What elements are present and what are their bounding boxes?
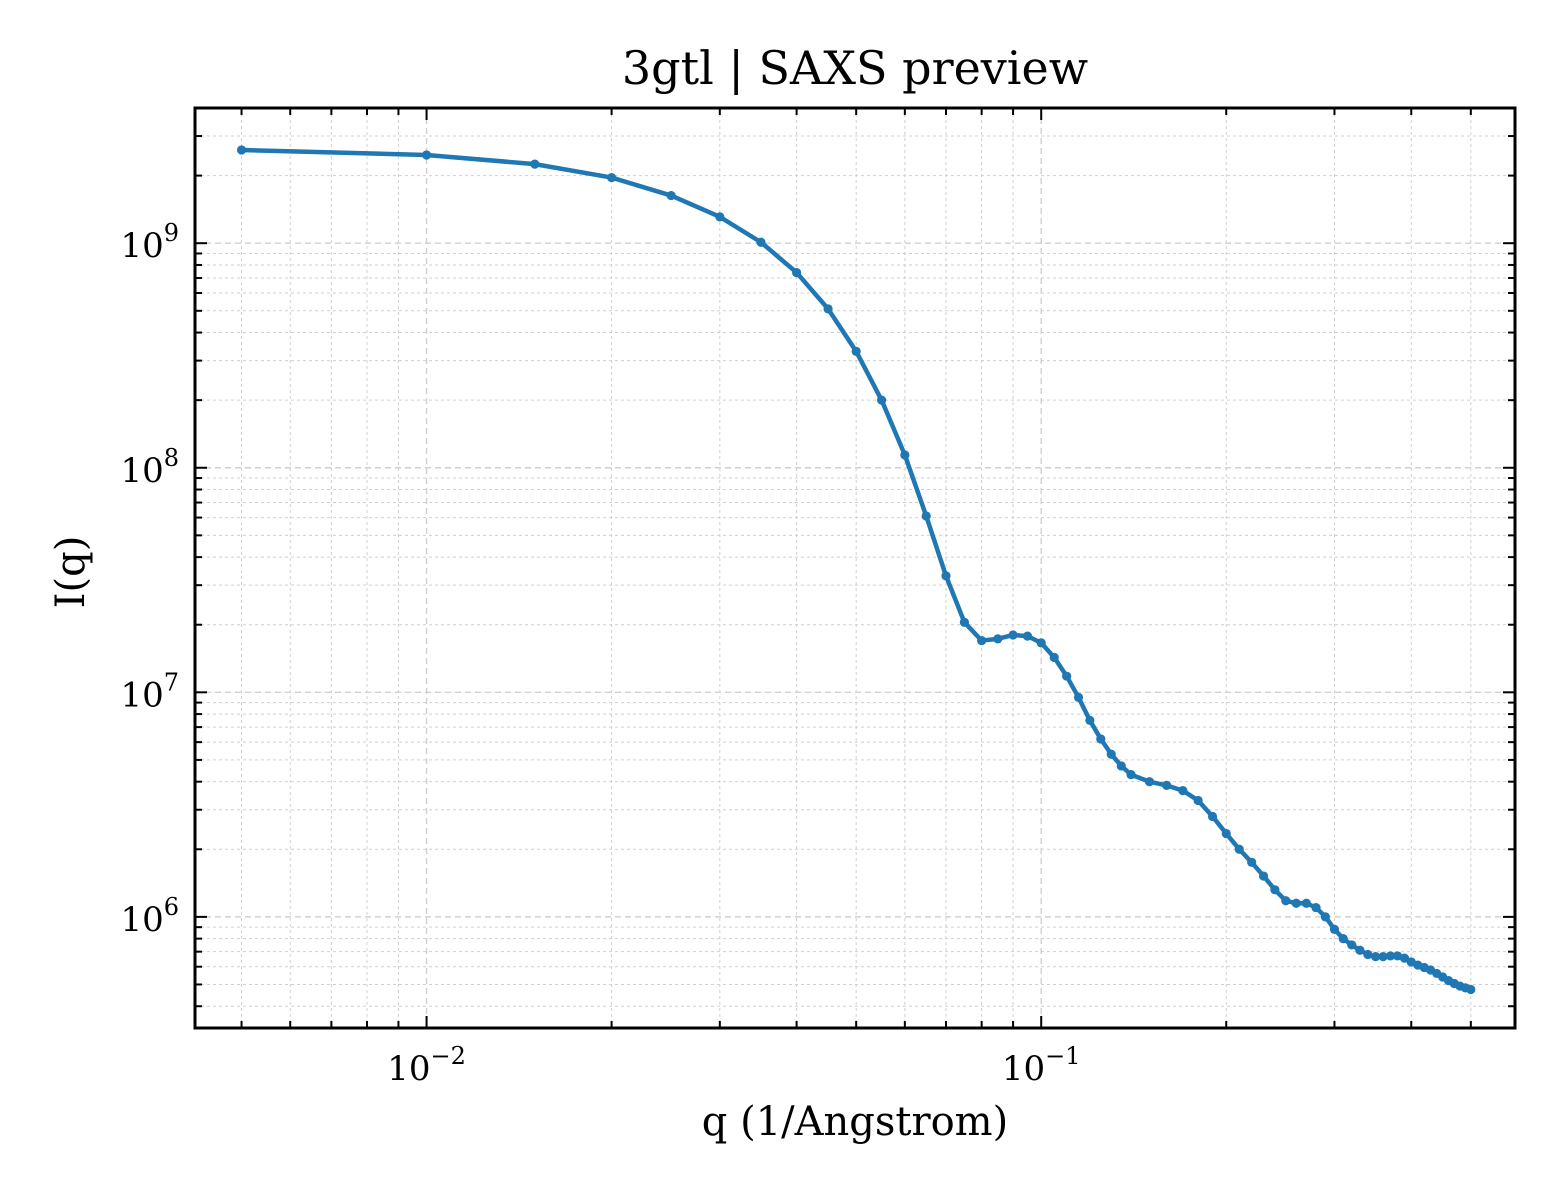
y-tick-label-base: 10 <box>120 451 163 491</box>
data-point <box>1378 952 1388 962</box>
data-point <box>1258 871 1269 881</box>
data-point <box>1073 692 1084 702</box>
data-point <box>715 212 725 222</box>
data-point <box>877 395 887 405</box>
data-point <box>666 190 676 201</box>
data-point <box>941 571 951 581</box>
data-point <box>921 511 931 521</box>
data-point <box>421 150 432 160</box>
data-point <box>900 450 910 460</box>
y-tick-label: 109 <box>120 219 179 266</box>
data-point <box>1301 898 1311 908</box>
y-tick-label: 107 <box>120 668 179 715</box>
data-point <box>1085 715 1095 725</box>
y-tick-label-base: 10 <box>120 900 163 940</box>
data-point <box>1363 949 1373 960</box>
data-point <box>977 635 987 646</box>
data-point <box>1221 828 1231 839</box>
data-point <box>1329 924 1340 934</box>
x-tick-label: 10−1 <box>1002 1042 1081 1089</box>
data-point <box>1371 952 1381 962</box>
data-point <box>1116 761 1126 771</box>
x-tick-label: 10−2 <box>387 1042 466 1089</box>
series-layer <box>236 145 1476 995</box>
data-point <box>236 145 247 155</box>
y-tick-label: 108 <box>120 444 179 491</box>
data-point <box>1385 951 1396 961</box>
data-point <box>851 346 861 356</box>
data-point <box>1355 945 1365 955</box>
data-point <box>1022 631 1033 641</box>
y-axis-label: I(q) <box>48 536 94 609</box>
data-point <box>530 159 540 169</box>
data-point <box>1338 934 1348 944</box>
data-point <box>1399 953 1410 963</box>
data-point <box>1178 786 1188 796</box>
x-tick-label-base: 10 <box>387 1049 430 1089</box>
y-tick-label: 106 <box>120 893 179 940</box>
data-point <box>1062 671 1072 681</box>
data-point <box>1207 811 1218 822</box>
data-point <box>1234 844 1244 854</box>
data-point <box>1126 770 1136 780</box>
y-tick-label-exponent: 7 <box>164 668 179 696</box>
data-point <box>1270 885 1280 895</box>
data-point <box>1106 749 1116 759</box>
data-point <box>1049 652 1059 663</box>
data-point <box>1311 902 1321 913</box>
y-tick-label-base: 10 <box>120 675 163 715</box>
major-grid <box>195 108 1515 1028</box>
data-point <box>756 237 766 247</box>
data-point <box>1036 638 1046 648</box>
y-tick-label-base: 10 <box>120 226 163 266</box>
data-point <box>1466 984 1476 995</box>
x-tick-label-exponent: −2 <box>431 1042 466 1070</box>
data-point <box>1247 857 1257 867</box>
data-point <box>1392 951 1403 961</box>
chart-title: 3gtl | SAXS preview <box>622 41 1088 95</box>
data-point <box>1320 912 1331 922</box>
x-tick-label-exponent: −1 <box>1045 1042 1080 1070</box>
data-point <box>1096 734 1106 744</box>
x-tick-label-base: 10 <box>1002 1049 1045 1089</box>
data-point <box>606 172 617 183</box>
data-point <box>959 617 970 627</box>
data-point <box>1162 780 1172 791</box>
data-point <box>792 267 802 278</box>
data-point <box>993 634 1003 644</box>
plot-frame <box>193 106 1517 1030</box>
y-tick-label-exponent: 6 <box>164 893 179 921</box>
data-point <box>823 304 833 314</box>
x-axis-label: q (1/Angstrom) <box>702 1099 1008 1145</box>
data-point <box>1193 795 1203 806</box>
data-point <box>1008 630 1018 640</box>
data-point <box>1144 777 1155 787</box>
data-point <box>1347 940 1357 950</box>
data-point <box>1281 896 1291 906</box>
y-tick-label-exponent: 9 <box>164 219 179 247</box>
y-tick-label-exponent: 8 <box>164 444 179 472</box>
data-point <box>1291 898 1301 908</box>
